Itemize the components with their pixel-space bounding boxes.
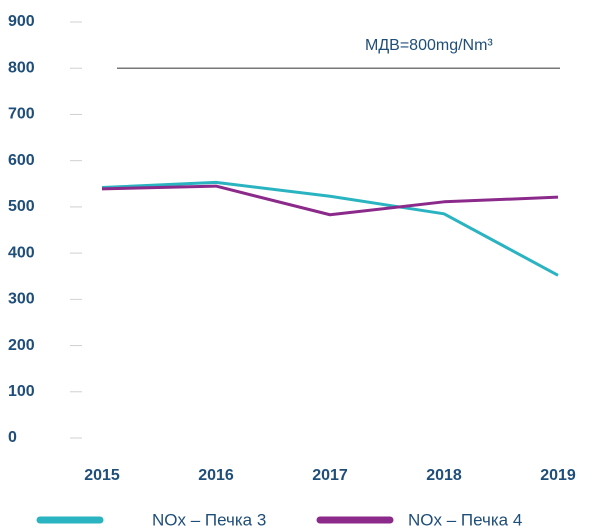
x-tick-label: 2015	[84, 467, 120, 484]
y-tick-label: 200	[8, 337, 35, 354]
y-tick-label: 300	[8, 291, 35, 308]
reference-label: МДВ=800mg/Nm³	[365, 37, 493, 54]
series-line	[101, 184, 559, 217]
y-tick-label: 100	[8, 383, 35, 400]
legend-label: NOx – Печка 4	[408, 510, 522, 529]
x-tick-label: 2017	[312, 467, 348, 484]
y-tick-label: 600	[8, 152, 35, 169]
y-tick-label: 800	[8, 59, 35, 76]
y-tick-label: 900	[8, 13, 35, 30]
legend-label: NOx – Печка 3	[152, 510, 266, 529]
y-tick-label: 0	[8, 429, 17, 446]
y-tick-label: 400	[8, 244, 35, 261]
x-tick-label: 2016	[198, 467, 234, 484]
series-line	[101, 180, 559, 277]
y-tick-label: 500	[8, 198, 35, 215]
y-tick-label: 700	[8, 106, 35, 123]
x-tick-label: 2019	[540, 467, 576, 484]
x-tick-label: 2018	[426, 467, 462, 484]
